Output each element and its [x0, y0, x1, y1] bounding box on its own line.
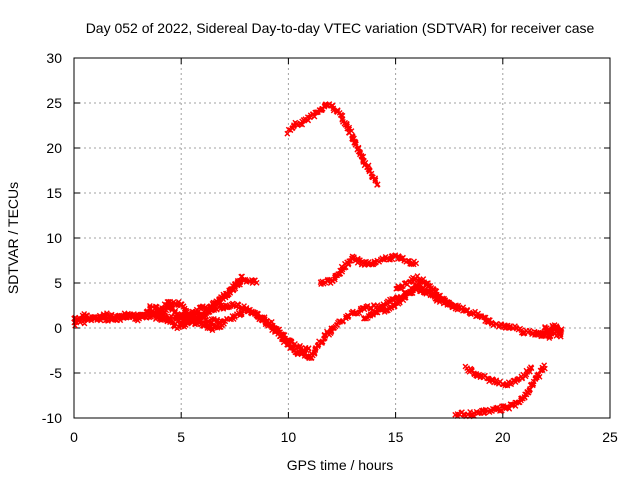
data-point-markers — [462, 363, 535, 389]
series-arc-upper-right — [393, 273, 462, 313]
y-tick-label: 5 — [54, 275, 62, 291]
y-tick-label: 25 — [46, 95, 62, 111]
x-tick-label: 0 — [70, 429, 78, 445]
data-point-markers — [71, 281, 564, 362]
data-point-markers — [361, 284, 441, 322]
data-point-markers — [178, 316, 225, 334]
x-tick-label: 5 — [177, 429, 185, 445]
series-arc-main-a — [71, 281, 564, 362]
y-tick-label: 20 — [46, 140, 62, 156]
y-axis-title: SDTVAR / TECUs — [5, 182, 21, 294]
y-tick-label: -10 — [42, 410, 62, 426]
x-axis-title: GPS time / hours — [287, 457, 394, 473]
series-arc-neg-rise — [452, 362, 548, 420]
y-tick-label: 30 — [46, 50, 62, 66]
series-arc-crossing — [361, 284, 441, 322]
plot-area — [71, 101, 565, 420]
grid-lines — [74, 58, 610, 418]
series-arc-neg-bowl — [462, 363, 535, 389]
series-arc-lower-left — [178, 316, 225, 334]
data-point-markers — [317, 252, 420, 287]
x-tick-label: 25 — [602, 429, 618, 445]
data-point-markers — [393, 273, 462, 313]
x-tick-label: 10 — [281, 429, 297, 445]
x-tick-label: 15 — [388, 429, 404, 445]
y-tick-label: 0 — [54, 320, 62, 336]
data-point-markers — [538, 322, 565, 341]
y-tick-label: 15 — [46, 185, 62, 201]
chart-title: Day 052 of 2022, Sidereal Day-to-day VTE… — [86, 20, 595, 36]
series-arc-high-peak — [284, 101, 381, 188]
data-point-markers — [71, 300, 312, 358]
tick-labels: 0 5 10 15 20 25 -10 -5 0 5 10 15 20 25 30 — [42, 50, 618, 445]
x-tick-label: 20 — [495, 429, 511, 445]
series-arc-mid-hump — [317, 252, 420, 287]
plot-frame — [73, 57, 611, 419]
series-arc-end-cluster — [538, 322, 565, 341]
y-tick-label: -5 — [50, 365, 63, 381]
data-point-markers — [284, 101, 381, 188]
data-point-markers — [452, 362, 548, 420]
y-tick-label: 10 — [46, 230, 62, 246]
series-arc-main-b — [71, 300, 312, 358]
